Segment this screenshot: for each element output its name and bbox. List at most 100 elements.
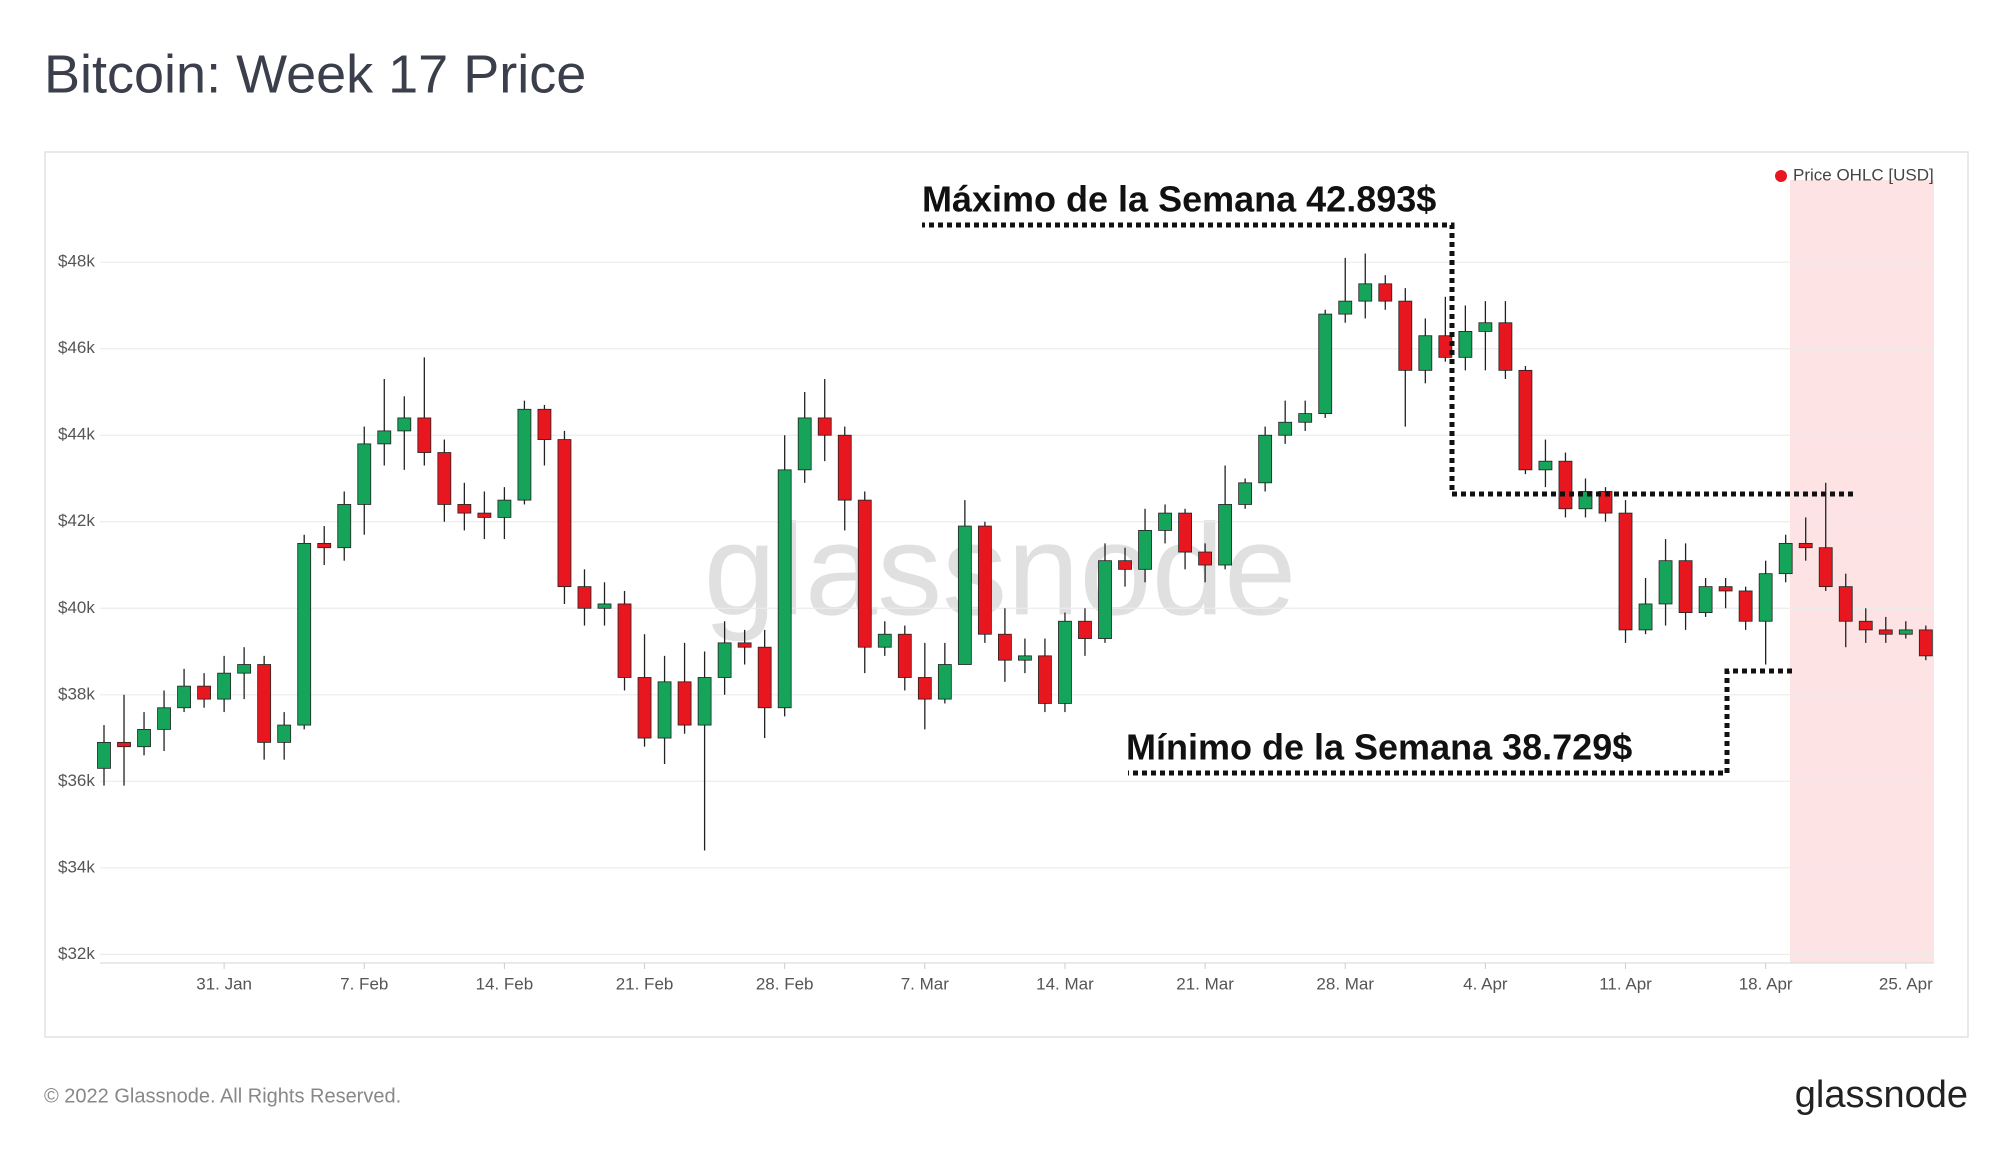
candle-body — [217, 672, 232, 700]
y-tick-label: $38k — [58, 684, 95, 703]
candle-body — [1798, 542, 1813, 549]
candle-body — [1558, 460, 1573, 510]
x-tick-label: 25. Apr — [1879, 974, 1933, 993]
candle-body — [177, 685, 191, 709]
candle-body — [1678, 560, 1693, 613]
x-tick-label: 28. Feb — [756, 974, 814, 993]
x-tick-label: 4. Apr — [1463, 974, 1508, 993]
candle-body — [1338, 300, 1353, 315]
candle-body — [597, 603, 612, 609]
candle-body — [417, 417, 432, 453]
candle-body — [1038, 655, 1052, 704]
footer: © 2022 Glassnode. All Rights Reserved. — [44, 1085, 401, 1107]
candle-body — [1918, 629, 1933, 657]
candle-body — [677, 681, 692, 726]
candle-body — [97, 741, 111, 769]
candle-body — [557, 439, 572, 588]
candle-body — [137, 728, 151, 748]
candle-body — [397, 417, 412, 432]
candle-body — [937, 664, 952, 700]
candle-body — [1078, 620, 1092, 639]
candle-body — [1598, 491, 1613, 514]
candle-body — [1658, 560, 1673, 605]
candle-body — [1118, 560, 1132, 570]
candle-body — [1138, 530, 1152, 570]
candle-body — [477, 512, 492, 518]
candle-body — [357, 443, 372, 505]
candle-body — [998, 633, 1012, 661]
candle-body — [457, 504, 472, 514]
candle-body — [957, 525, 972, 665]
legend-label: Price OHLC [USD] — [1793, 165, 1934, 184]
legend-swatch — [1775, 170, 1787, 182]
candle-body — [1178, 512, 1192, 553]
y-tick-label: $44k — [58, 425, 95, 444]
candle-body — [1738, 590, 1753, 622]
candle-body — [917, 677, 932, 700]
candle-body — [1238, 482, 1253, 505]
candle-body — [717, 642, 732, 678]
candle-body — [977, 525, 992, 635]
candle-body — [1158, 512, 1172, 531]
plot: $32k $34k $36k $38k $40k $42k $44k $46k $48k 31. … — [58, 252, 1934, 993]
watermark: glassnode — [704, 496, 1297, 642]
candle-body — [117, 741, 131, 748]
week-highlight — [1790, 180, 1934, 963]
candle-body — [1378, 283, 1393, 302]
candle-body — [697, 677, 712, 726]
candle-body — [537, 408, 552, 440]
candle-body — [1498, 322, 1513, 371]
x-tick-label: 18. Apr — [1739, 974, 1793, 993]
candle-body — [1838, 586, 1853, 622]
candle-body — [797, 417, 812, 471]
candle-body — [1018, 655, 1032, 661]
candle-body — [1758, 573, 1773, 622]
candle-body — [1638, 603, 1653, 631]
candle-body — [837, 434, 852, 501]
candle-body — [517, 408, 532, 501]
candle-body — [1058, 620, 1072, 704]
y-tick-label: $36k — [58, 771, 95, 790]
x-tick-label: 7. Mar — [901, 974, 950, 993]
candle-body — [317, 542, 332, 549]
candle-body — [1718, 586, 1733, 592]
candle-body — [1278, 421, 1293, 436]
candle-body — [237, 664, 252, 674]
candle-body — [1778, 542, 1793, 575]
y-tick-label: $32k — [58, 944, 95, 963]
candle-body — [437, 452, 452, 505]
candle-body — [1698, 586, 1713, 613]
candle-body — [337, 504, 352, 549]
y-tick-label: $34k — [58, 857, 95, 876]
candle-body — [1398, 300, 1413, 371]
candle-body — [897, 633, 912, 678]
x-tick-label: 21. Mar — [1176, 974, 1234, 993]
brand-logo: glassnode — [1795, 1074, 1968, 1116]
candle-body — [1518, 369, 1533, 471]
candle-body — [1418, 335, 1433, 371]
candle-body — [1258, 434, 1273, 484]
x-tick-label: 21. Feb — [616, 974, 674, 993]
candle-body — [1618, 512, 1633, 631]
candle-body — [497, 499, 512, 518]
chart-frame — [44, 151, 1969, 1038]
candle-body — [1218, 504, 1233, 566]
x-tick-label: 14. Mar — [1036, 974, 1094, 993]
candle-body — [1318, 313, 1333, 415]
candle-body — [197, 685, 212, 700]
x-tick-label: 31. Jan — [196, 974, 252, 993]
candle-body — [1818, 547, 1833, 588]
candle-body — [857, 499, 872, 648]
candle-body — [737, 642, 752, 648]
annotation-connector — [922, 222, 1455, 490]
x-tick-label: 28. Mar — [1316, 974, 1374, 993]
candle-body — [297, 542, 312, 726]
candle-body — [817, 417, 832, 436]
candle-body — [277, 724, 292, 743]
candle-body — [157, 707, 171, 730]
candle-body — [1898, 629, 1913, 635]
candle-body — [777, 469, 792, 709]
candle-body — [1858, 620, 1873, 631]
candle-body — [877, 633, 892, 648]
candle-body — [1478, 322, 1493, 332]
